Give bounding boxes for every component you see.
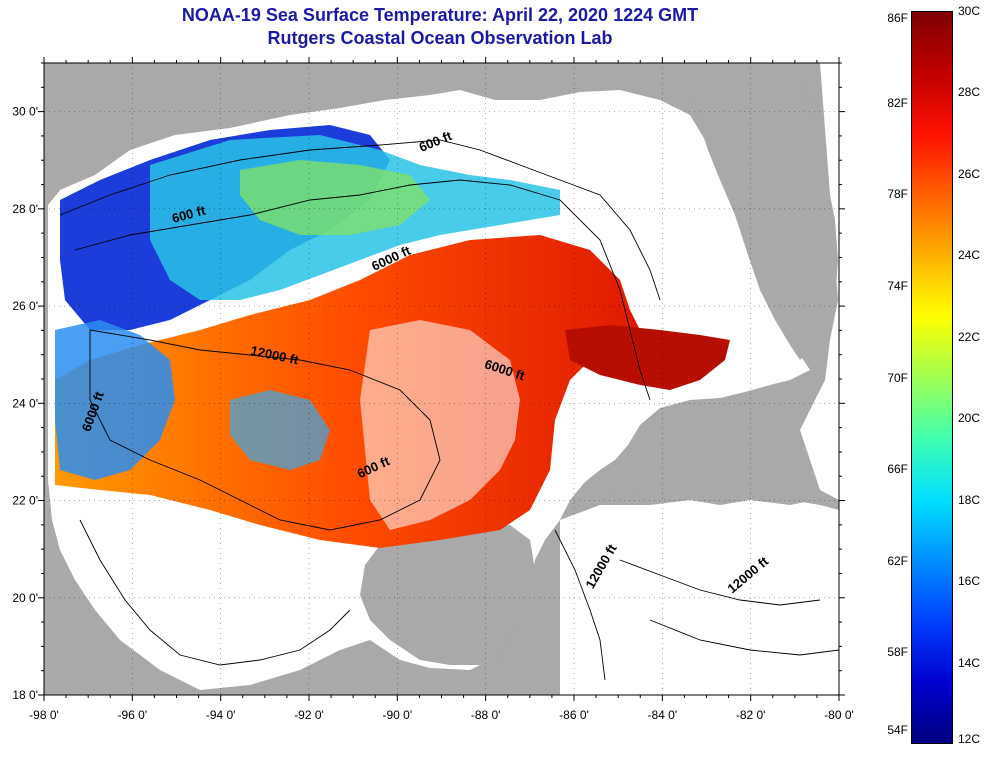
fahrenheit-label: 58F: [887, 645, 908, 660]
longitude-label: -90 0': [383, 708, 413, 722]
latitude-label: 24 0': [12, 396, 38, 410]
celsius-label: 26C: [958, 166, 981, 181]
celsius-label: 30C: [958, 4, 981, 18]
celsius-label: 16C: [958, 574, 981, 589]
latitude-label: 30 0': [12, 105, 38, 119]
longitude-label: -94 0': [206, 708, 236, 722]
longitude-label: -86 0': [559, 708, 589, 722]
fahrenheit-label: 54F: [887, 723, 908, 737]
latitude-label: 26 0': [12, 299, 38, 313]
longitude-label: -88 0': [471, 708, 501, 722]
celsius-label: 12C: [958, 732, 981, 746]
longitude-label: -92 0': [294, 708, 324, 722]
cloud-area: [360, 320, 520, 530]
celsius-label: 18C: [958, 492, 981, 507]
longitude-label: -80 0': [824, 708, 854, 722]
fahrenheit-label: 74F: [887, 278, 908, 293]
yucatan-land: [360, 525, 535, 665]
latitude-label: 22 0': [12, 494, 38, 508]
latitude-labels: 30 0' 28 0' 26 0' 24 0' 22 0' 20 0' 18 0': [12, 105, 38, 702]
fahrenheit-label: 62F: [887, 553, 908, 568]
bathymetry-contours: [59, 139, 839, 681]
fahrenheit-label: 66F: [887, 462, 908, 477]
celsius-label: 24C: [958, 248, 981, 263]
fahrenheit-label: 78F: [887, 187, 908, 202]
celsius-label: 22C: [958, 329, 981, 344]
celsius-label: 14C: [958, 655, 981, 670]
temperature-colorbar: [911, 11, 953, 744]
latitude-label: 28 0': [12, 202, 38, 216]
longitude-label: -84 0': [648, 708, 678, 722]
map-subtitle: Rutgers Coastal Ocean Observation Lab: [267, 28, 613, 48]
florida-land: [690, 75, 838, 360]
latitude-label: 20 0': [12, 591, 38, 605]
longitude-label: -82 0': [736, 708, 766, 722]
fahrenheit-label: 70F: [887, 370, 908, 385]
atlantic-water: [800, 63, 839, 500]
fahrenheit-label: 86F: [887, 11, 908, 25]
sst-hot-patch: [565, 325, 730, 390]
caribbean-water: [560, 490, 839, 695]
sst-west-cool-patch: [55, 320, 175, 480]
map-title: NOAA-19 Sea Surface Temperature: April 2…: [181, 5, 699, 25]
longitude-label: -98 0': [29, 708, 59, 722]
fahrenheit-label: 82F: [887, 95, 908, 110]
longitude-label: -96 0': [118, 708, 148, 722]
cuba-land: [595, 460, 815, 505]
celsius-label: 20C: [958, 411, 981, 426]
sst-central-cool-patch: [230, 390, 330, 470]
axis-ticks: [38, 57, 845, 701]
longitude-labels: -98 0' -96 0' -94 0' -92 0' -90 0' -88 0' -86 …: [29, 708, 854, 722]
celsius-label: 28C: [958, 85, 981, 100]
latitude-label: 18 0': [12, 688, 38, 702]
